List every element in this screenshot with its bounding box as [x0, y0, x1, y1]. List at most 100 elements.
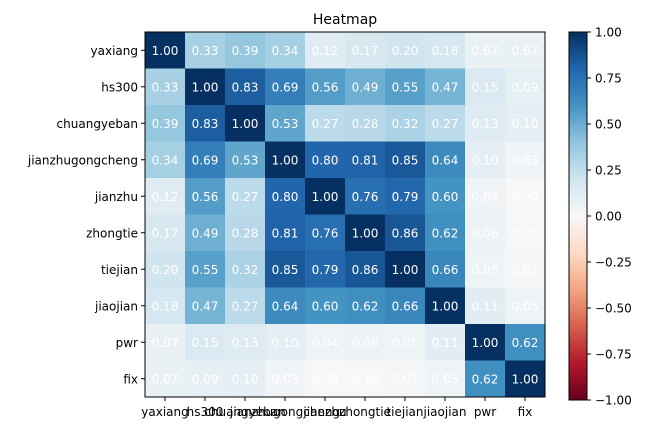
heatmap-cell	[305, 251, 346, 288]
heatmap-cell	[145, 324, 186, 361]
heatmap-cell	[505, 178, 546, 215]
cell-value-label: 0.53	[272, 117, 299, 131]
colorbar-ticks: 1.00 0.75 0.50 0.25 0.00 −0.25 −0.50 −0.75 −1.00	[587, 26, 632, 408]
cell-value-label: -0.00	[509, 226, 540, 240]
cell-value-label: 0.27	[232, 190, 259, 204]
cell-value-label: 0.81	[272, 226, 299, 240]
cell-value-label: 1.00	[472, 336, 499, 350]
cell-value-label: 0.85	[392, 153, 419, 167]
cell-value-label: 0.62	[432, 226, 459, 240]
cell-value-label: 0.62	[512, 336, 539, 350]
heatmap-cell	[145, 68, 186, 106]
cell-value-label: 0.27	[432, 117, 459, 131]
cell-value-label: 0.80	[312, 153, 339, 167]
colorbar-tick-label: −0.25	[595, 256, 632, 270]
colorbar-tick-label: −0.75	[595, 348, 632, 362]
heatmap-cell	[465, 214, 506, 252]
heatmap-cell	[425, 360, 466, 398]
x-tick-label: jianzhugongcheng	[229, 405, 340, 419]
heatmap-cell	[505, 251, 546, 288]
heatmap-cell	[265, 214, 306, 252]
cell-value-label: 0.13	[232, 336, 259, 350]
cell-value-label: 0.33	[192, 44, 219, 58]
x-tick-label: chuangyeban	[204, 405, 285, 419]
cell-value-label: 0.66	[432, 263, 459, 277]
heatmap-cell	[265, 32, 306, 69]
cell-value-label: 0.55	[392, 80, 419, 94]
cell-value-label: 0.69	[272, 80, 299, 94]
heatmap-cell	[305, 214, 346, 252]
heatmap-cell	[465, 287, 506, 325]
cell-value-label: 0.86	[352, 263, 379, 277]
y-tick-label: jianzhugongcheng	[27, 153, 138, 167]
cell-value-label: 0.62	[352, 299, 379, 313]
cell-value-label: 0.05	[392, 336, 419, 350]
cell-value-label: 1.00	[152, 44, 179, 58]
cell-value-label: 0.55	[192, 263, 219, 277]
heatmap-cell	[425, 68, 466, 106]
colorbar-tick-label: −0.50	[595, 302, 632, 316]
heatmap-cell	[265, 141, 306, 179]
cell-value-label: 0.12	[312, 44, 339, 58]
cell-value-label: 0.09	[512, 80, 539, 94]
cell-value-label: 0.17	[152, 226, 179, 240]
heatmap-cell	[185, 214, 226, 252]
heatmap-cell	[505, 141, 546, 179]
cell-value-label: 0.03	[272, 372, 299, 386]
cell-value-label: 1.00	[512, 372, 539, 386]
heatmap-cell	[265, 251, 306, 288]
heatmap-cell	[185, 32, 226, 69]
colorbar-tick-label: 0.75	[595, 72, 622, 86]
cell-value-label: 0.28	[232, 226, 259, 240]
x-tick-label: fix	[518, 405, 533, 419]
heatmap-cell	[225, 178, 266, 215]
heatmap-cell	[385, 324, 426, 361]
cell-value-label: 0.27	[232, 299, 259, 313]
colorbar-tick-label: −1.00	[595, 394, 632, 408]
cell-value-label: 0.79	[312, 263, 339, 277]
heatmap-cell	[305, 32, 346, 69]
heatmap-cell	[385, 251, 426, 288]
heatmap-cell	[385, 68, 426, 106]
x-tick-label: jianzhu	[302, 405, 346, 419]
cell-value-label: 0.01	[512, 263, 539, 277]
cell-value-label: 0.18	[432, 44, 459, 58]
heatmap-cell	[385, 105, 426, 142]
heatmap-cell	[385, 214, 426, 252]
cell-value-label: 0.06	[472, 226, 499, 240]
heatmap-cell	[145, 141, 186, 179]
heatmap-cell	[145, 251, 186, 288]
heatmap-cell	[385, 287, 426, 325]
cell-value-label: 0.18	[152, 299, 179, 313]
heatmap-cell	[225, 251, 266, 288]
cell-value-label: 0.20	[152, 263, 179, 277]
cell-value-label: 0.01	[392, 372, 419, 386]
heatmap-cell	[265, 68, 306, 106]
y-tick-label: zhongtie	[86, 226, 138, 240]
heatmap-cell	[185, 141, 226, 179]
cell-value-label: 0.69	[192, 153, 219, 167]
heatmap-cell	[425, 324, 466, 361]
cell-value-label: 0.04	[312, 336, 339, 350]
cell-value-label: 1.00	[432, 299, 459, 313]
heatmap-cell	[145, 360, 186, 398]
x-axis: yaxianghs300chuangyebanjianzhugongchengj…	[141, 397, 532, 419]
heatmap-cell	[345, 214, 386, 252]
heatmap-cell	[185, 287, 226, 325]
heatmap-cell	[385, 360, 426, 398]
cell-value-label: 0.85	[272, 263, 299, 277]
heatmap-cell	[345, 178, 386, 215]
y-tick-label: yaxiang	[91, 44, 138, 58]
colorbar	[568, 31, 588, 401]
cell-value-label: 0.09	[192, 372, 219, 386]
cell-value-label: 1.00	[392, 263, 419, 277]
cell-value-label: 0.64	[272, 299, 299, 313]
heatmap-cell	[465, 324, 506, 361]
heatmap-cell	[425, 32, 466, 69]
heatmap-cell	[185, 68, 226, 106]
cell-value-label: 0.32	[392, 117, 419, 131]
heatmap-cell	[465, 360, 506, 398]
y-axis: yaxiang hs300 chuangyeban jianzhugongcheng j…	[27, 44, 145, 386]
cell-value-label: 1.00	[192, 80, 219, 94]
heatmap-cell	[305, 141, 346, 179]
